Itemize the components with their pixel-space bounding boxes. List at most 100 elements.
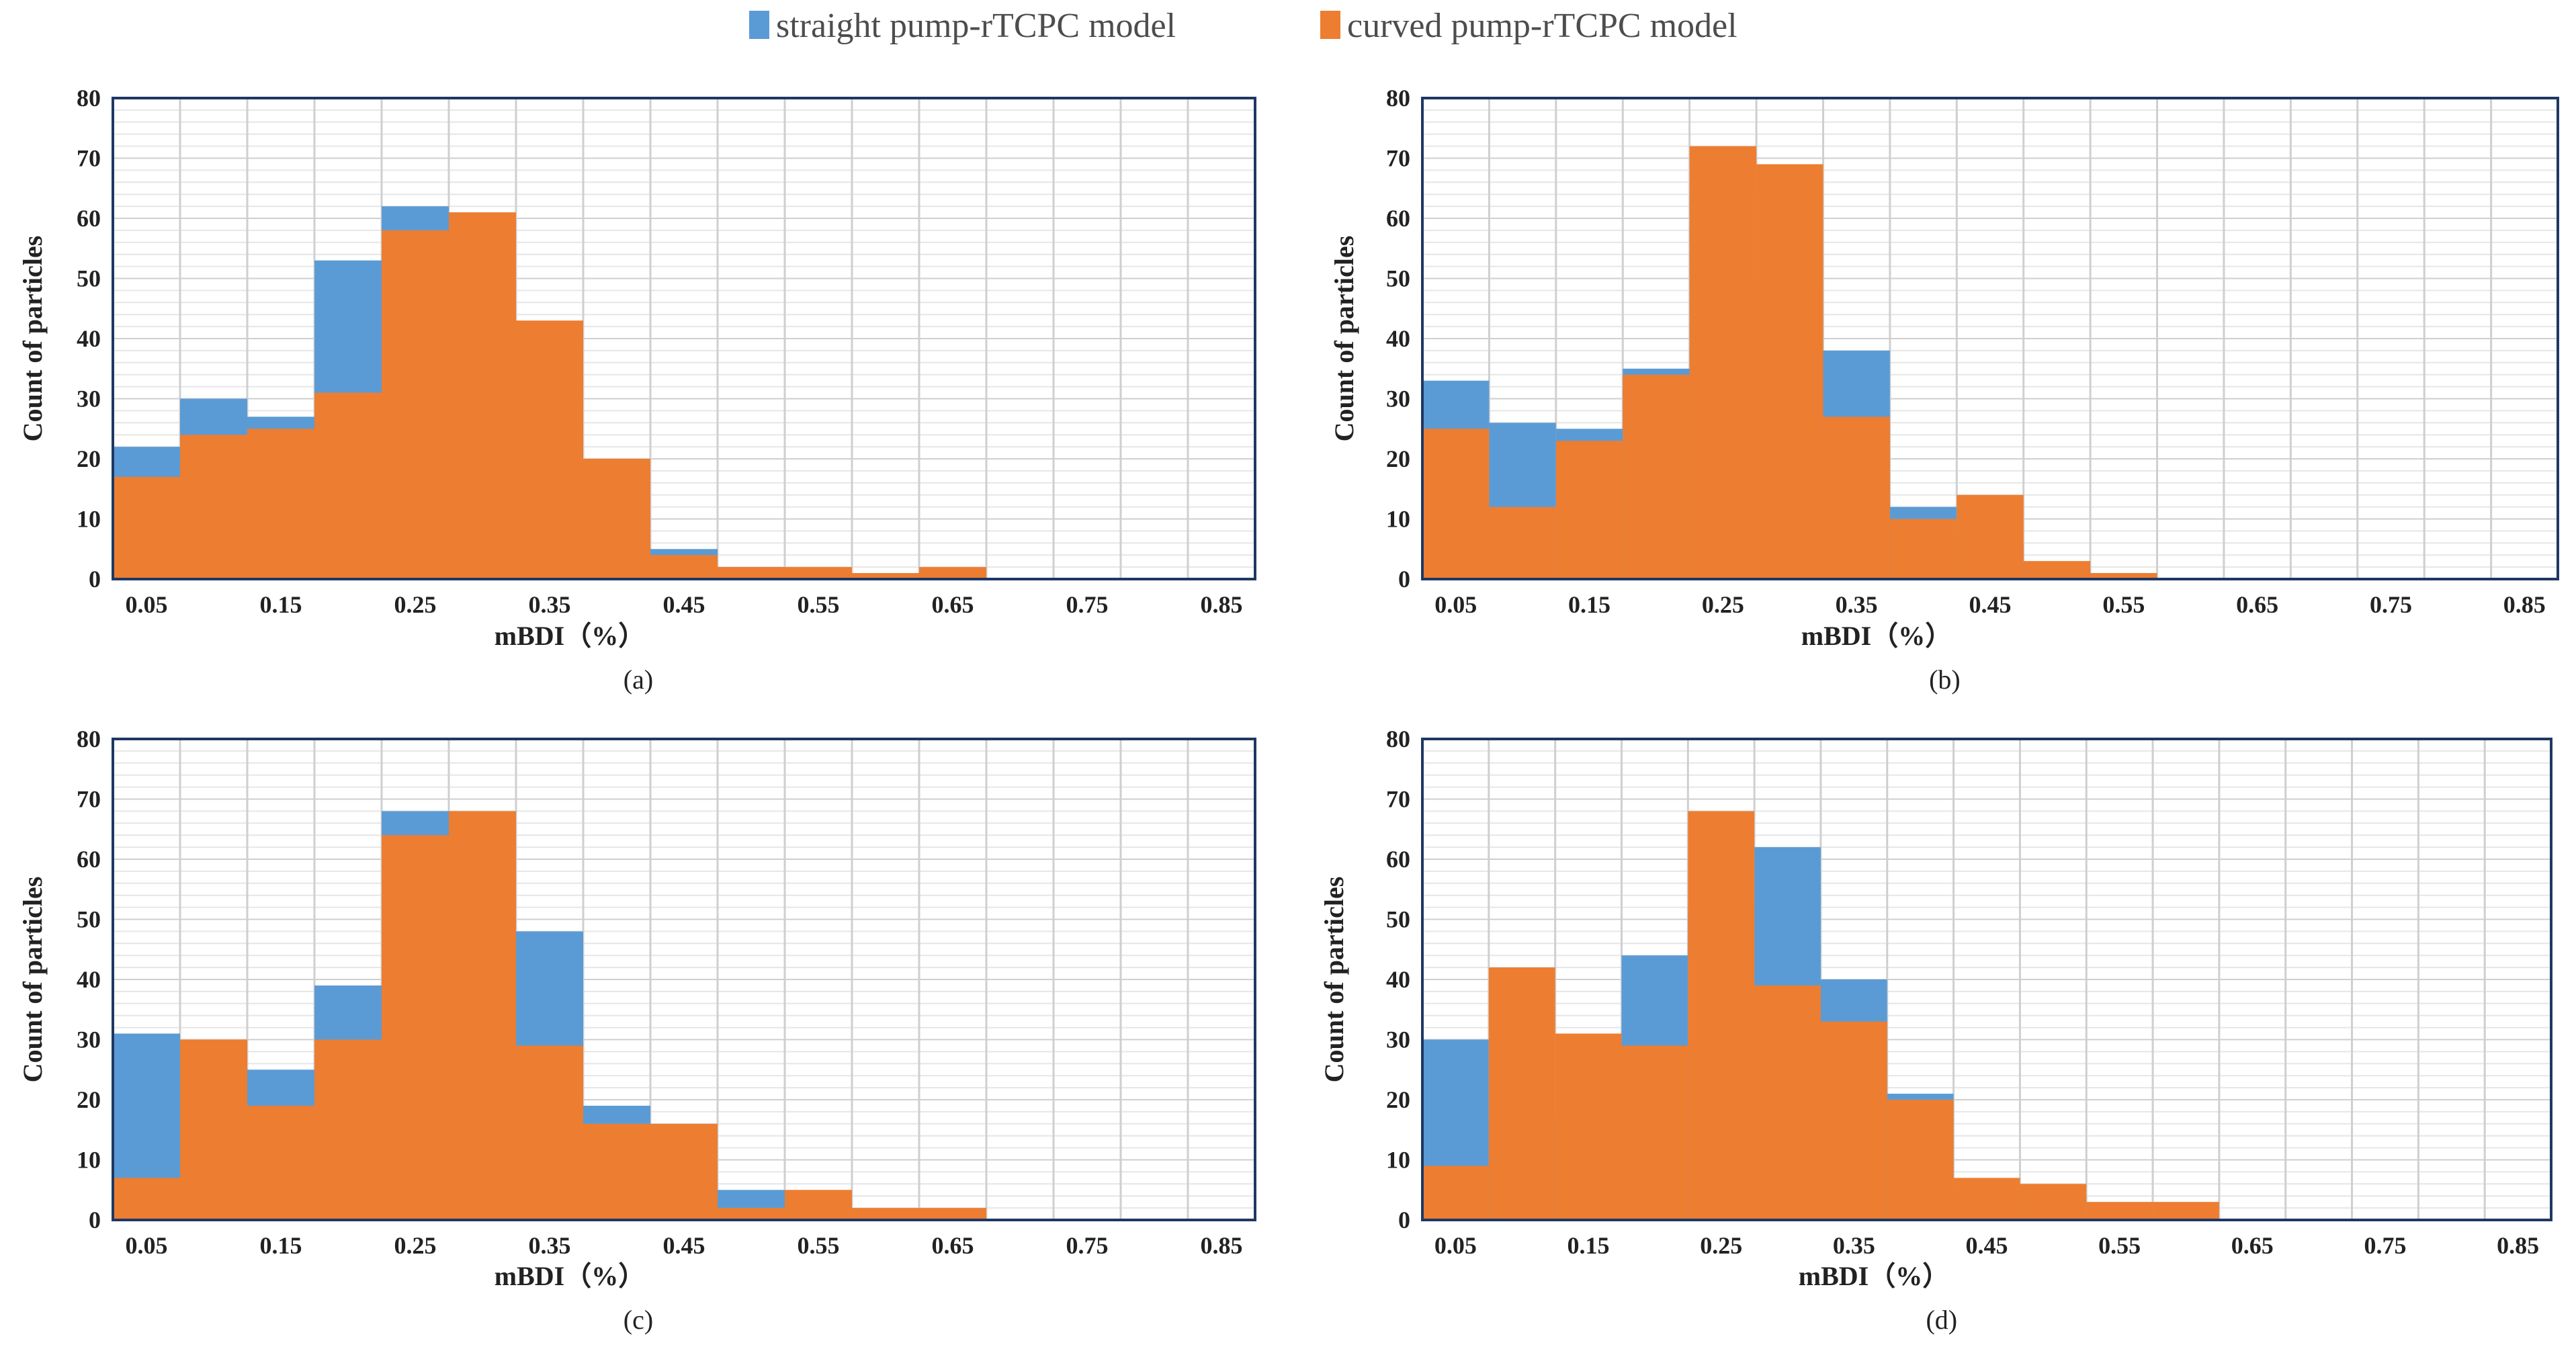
bar-curved-bin-5 xyxy=(1688,811,1755,1220)
x-axis-title: mBDI（%） xyxy=(495,1261,645,1291)
bar-curved-bin-6 xyxy=(1756,164,1823,579)
x-tick-label: 0.25 xyxy=(394,591,437,618)
bar-curved-bin-11 xyxy=(785,567,852,579)
x-tick-label: 0.05 xyxy=(126,1232,168,1259)
x-axis-title: mBDI（%） xyxy=(1801,621,1952,651)
y-axis-title: Count of particles xyxy=(17,877,48,1083)
x-tick-label: 0.35 xyxy=(529,1232,571,1259)
x-tick-label: 0.25 xyxy=(394,1232,437,1259)
y-tick-label: 40 xyxy=(1386,966,1410,993)
y-tick-label: 70 xyxy=(77,145,101,172)
bar-curved-bin-12 xyxy=(2153,1202,2219,1220)
x-tick-label: 0.55 xyxy=(798,591,840,618)
y-tick-label: 30 xyxy=(77,386,101,412)
x-tick-label: 0.45 xyxy=(1969,591,2012,618)
bar-curved-bin-8 xyxy=(583,459,650,579)
y-tick-label: 80 xyxy=(1386,85,1410,112)
y-tick-label: 70 xyxy=(1386,786,1410,813)
chart-panel-4: 0 10 20 30 40 50 60 70 80 0.05 0.15 0.25 0.35 0.45 0.5… xyxy=(1319,726,2552,1335)
chart-panel-1: 0 10 20 30 40 50 60 70 80 0.05 0.15 0.25 0.35 0.45 0.5… xyxy=(17,85,1256,695)
bar-curved-bin-13 xyxy=(919,567,986,579)
bar-curved-bin-3 xyxy=(1555,1033,1622,1220)
x-tick-label: 0.85 xyxy=(2497,1232,2539,1259)
bar-curved-bin-8 xyxy=(1887,1100,1954,1220)
y-tick-label: 10 xyxy=(1386,506,1410,533)
x-tick-label: 0.15 xyxy=(1568,591,1611,618)
y-tick-label: 0 xyxy=(89,566,101,593)
y-tick-label: 20 xyxy=(1386,445,1410,472)
x-tick-label: 0.65 xyxy=(932,591,974,618)
bar-curved-bin-4 xyxy=(314,392,382,579)
x-tick-label: 0.55 xyxy=(2102,591,2145,618)
bar-curved-bin-11 xyxy=(2090,573,2157,579)
y-axis-title: Count of particles xyxy=(17,236,48,442)
x-tick-label: 0.75 xyxy=(2364,1232,2406,1259)
x-tick-label: 0.15 xyxy=(260,1232,302,1259)
bar-curved-bin-4 xyxy=(314,1039,382,1220)
bar-curved-bin-3 xyxy=(1555,441,1623,579)
bar-curved-bin-9 xyxy=(650,1123,718,1220)
plot-area-border xyxy=(112,97,1256,580)
x-tick-label: 0.45 xyxy=(1966,1232,2008,1259)
y-tick-label: 60 xyxy=(77,846,101,873)
bar-curved-bin-5 xyxy=(1689,146,1757,580)
y-tick-label: 30 xyxy=(1386,386,1410,412)
bar-curved-bin-6 xyxy=(449,811,516,1220)
y-tick-label: 30 xyxy=(77,1026,101,1053)
chart-panel-2: 0 10 20 30 40 50 60 70 80 0.05 0.15 0.25 0.35 0.45 0.5… xyxy=(1329,85,2559,695)
bar-curved-bin-11 xyxy=(785,1190,852,1220)
legend-label-curved: curved pump-rTCPC model xyxy=(1347,7,1737,45)
x-tick-label: 0.35 xyxy=(1836,591,1878,618)
bar-curved-bin-10 xyxy=(718,1208,785,1220)
x-tick-label: 0.05 xyxy=(126,591,168,618)
x-tick-label: 0.75 xyxy=(1066,1232,1109,1259)
y-tick-label: 60 xyxy=(1386,205,1410,232)
x-tick-label: 0.85 xyxy=(2503,591,2546,618)
bar-curved-bin-2 xyxy=(180,435,247,579)
bar-curved-bin-7 xyxy=(1820,1021,1887,1220)
y-tick-label: 60 xyxy=(1386,846,1410,873)
x-tick-label: 0.65 xyxy=(2236,591,2278,618)
bar-curved-bin-7 xyxy=(516,320,583,579)
y-tick-label: 0 xyxy=(1398,566,1410,593)
bar-curved-bin-1 xyxy=(1422,429,1490,579)
y-tick-label: 20 xyxy=(1386,1086,1410,1113)
bar-curved-bin-9 xyxy=(650,555,718,579)
y-tick-label: 40 xyxy=(77,966,101,993)
x-tick-label: 0.55 xyxy=(2098,1232,2141,1259)
y-tick-label: 60 xyxy=(77,205,101,232)
y-tick-label: 50 xyxy=(1386,906,1410,933)
x-tick-label: 0.25 xyxy=(1700,1232,1742,1259)
y-tick-label: 10 xyxy=(1386,1147,1410,1174)
y-tick-label: 10 xyxy=(77,506,101,533)
bar-curved-bin-6 xyxy=(1754,985,1821,1220)
y-axis-title: Count of particles xyxy=(1329,236,1359,442)
bar-curved-bin-5 xyxy=(382,835,449,1220)
y-tick-label: 50 xyxy=(1386,265,1410,292)
bar-curved-bin-11 xyxy=(2086,1202,2153,1220)
bar-curved-bin-1 xyxy=(113,476,180,579)
x-tick-label: 0.75 xyxy=(1066,591,1109,618)
bar-curved-bin-8 xyxy=(1889,519,1957,579)
y-tick-label: 70 xyxy=(77,786,101,813)
x-tick-label: 0.05 xyxy=(1434,591,1477,618)
bar-curved-bin-3 xyxy=(247,429,314,579)
legend: straight pump-rTCPC model curved pump-rT… xyxy=(749,7,1737,45)
y-axis-title: Count of particles xyxy=(1319,877,1349,1083)
legend-swatch-straight xyxy=(749,11,769,39)
x-tick-label: 0.05 xyxy=(1434,1232,1477,1259)
y-tick-label: 20 xyxy=(77,445,101,472)
y-tick-label: 10 xyxy=(77,1147,101,1174)
bar-curved-bin-12 xyxy=(852,573,919,579)
x-axis-title: mBDI（%） xyxy=(1799,1261,1949,1291)
bar-curved-bin-10 xyxy=(718,567,785,579)
y-tick-label: 30 xyxy=(1386,1026,1410,1053)
panel-label: (d) xyxy=(1926,1305,1957,1335)
bar-curved-bin-10 xyxy=(2023,561,2091,579)
x-tick-label: 0.85 xyxy=(1201,591,1243,618)
legend-swatch-curved xyxy=(1320,11,1340,39)
plot-area-border xyxy=(1421,738,2552,1221)
bar-curved-bin-4 xyxy=(1621,1045,1688,1220)
y-tick-label: 50 xyxy=(77,906,101,933)
y-tick-label: 80 xyxy=(77,85,101,112)
